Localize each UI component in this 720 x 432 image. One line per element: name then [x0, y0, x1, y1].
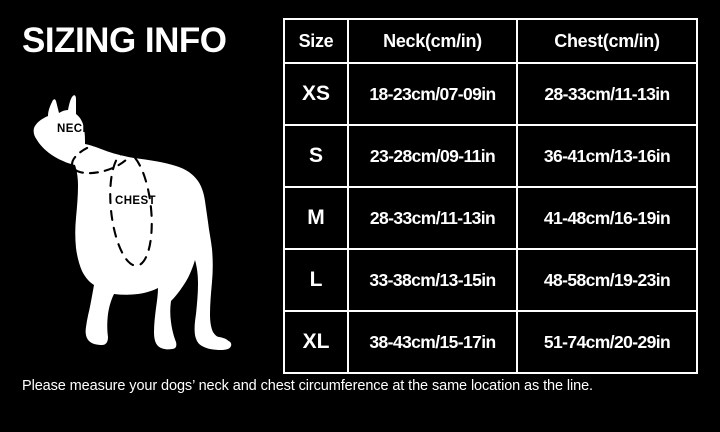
- dog-silhouette-icon: [33, 95, 232, 350]
- cell-neck: 38-43cm/15-17in: [347, 310, 518, 374]
- table-row: M 28-33cm/11-13in 41-48cm/16-19in: [283, 186, 698, 250]
- cell-size: L: [283, 248, 349, 312]
- table-body: XS 18-23cm/07-09in 28-33cm/11-13in S 23-…: [283, 62, 698, 374]
- cell-size: XL: [283, 310, 349, 374]
- cell-size: M: [283, 186, 349, 250]
- cell-neck: 28-33cm/11-13in: [347, 186, 518, 250]
- neck-label: NECK: [57, 123, 91, 135]
- column-header-neck: Neck(cm/in): [347, 18, 518, 64]
- chest-label: CHEST: [115, 195, 156, 207]
- dog-measurement-diagram: NECK CHEST: [18, 92, 270, 354]
- measurement-instruction: Please measure your dogs’ neck and chest…: [22, 378, 593, 394]
- table-row: XS 18-23cm/07-09in 28-33cm/11-13in: [283, 62, 698, 126]
- cell-neck: 23-28cm/09-11in: [347, 124, 518, 188]
- chest-measure-ellipse: [109, 151, 153, 267]
- cell-chest: 28-33cm/11-13in: [516, 62, 698, 126]
- cell-neck: 33-38cm/13-15in: [347, 248, 518, 312]
- table-header-row: Size Neck(cm/in) Chest(cm/in): [283, 18, 698, 64]
- column-header-size: Size: [283, 18, 349, 64]
- cell-chest: 48-58cm/19-23in: [516, 248, 698, 312]
- page-title: SIZING INFO: [22, 21, 227, 60]
- cell-size: S: [283, 124, 349, 188]
- table-row: S 23-28cm/09-11in 36-41cm/13-16in: [283, 124, 698, 188]
- cell-chest: 51-74cm/20-29in: [516, 310, 698, 374]
- table-header: Size Neck(cm/in) Chest(cm/in): [283, 18, 698, 64]
- table-row: XL 38-43cm/15-17in 51-74cm/20-29in: [283, 310, 698, 374]
- cell-size: XS: [283, 62, 349, 126]
- table-row: L 33-38cm/13-15in 48-58cm/19-23in: [283, 248, 698, 312]
- column-header-chest: Chest(cm/in): [516, 18, 698, 64]
- neck-measure-ellipse: [71, 139, 133, 175]
- cell-chest: 36-41cm/13-16in: [516, 124, 698, 188]
- cell-chest: 41-48cm/16-19in: [516, 186, 698, 250]
- sizing-table: Size Neck(cm/in) Chest(cm/in) XS 18-23cm…: [283, 18, 698, 374]
- cell-neck: 18-23cm/07-09in: [347, 62, 518, 126]
